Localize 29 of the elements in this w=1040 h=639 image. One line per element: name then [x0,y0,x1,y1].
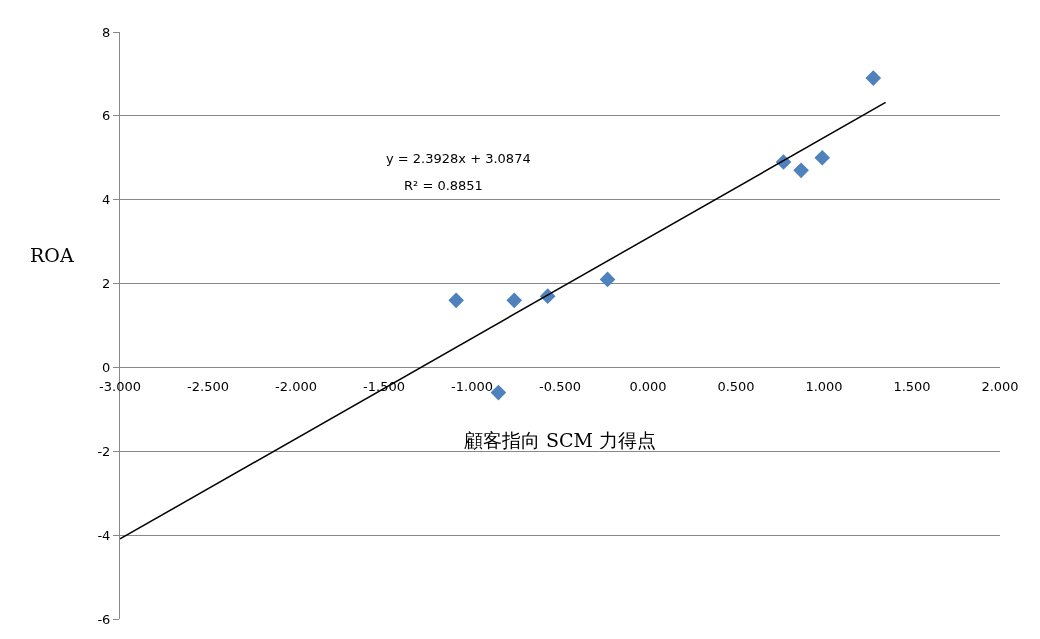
point [599,271,616,288]
y-tick-label: 6 [102,108,111,124]
y-tick-label: 0 [102,359,111,375]
point [506,292,523,309]
point [814,149,831,166]
x-tick-label: -2.000 [275,379,317,395]
x-tick-label: -1.000 [451,379,493,395]
y-tick-label: -2 [97,443,111,459]
x-tick-label: -2.500 [187,379,229,395]
x-tick-label: 2.000 [981,379,1019,395]
y-tick-label: 8 [102,24,111,40]
y-tick-label: -6 [97,611,111,627]
point [793,162,809,179]
x-tick-label: 1.500 [893,379,931,395]
x-tick-label: -0.500 [539,379,581,395]
x-axis-title: 顧客指向 SCM 力得点 [463,429,657,452]
y-tick-label: 4 [102,192,111,208]
annotation: y = 2.3928x + 3.0874 [386,151,531,166]
point [448,292,464,309]
point [490,384,507,401]
y-tick-label: 2 [102,276,111,292]
y-axis-title: ROA [30,244,74,266]
x-tick-label: 1.000 [805,379,843,395]
annotation: R² = 0.8851 [404,178,483,193]
x-tick-label: 0.500 [717,379,755,395]
x-tick-label: -3.000 [99,379,141,395]
x-tick-label: 0.000 [629,379,667,395]
point [865,70,882,86]
y-tick-label: -4 [97,527,111,543]
